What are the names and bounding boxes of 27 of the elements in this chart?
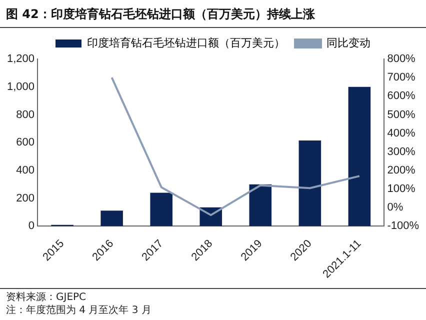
chart-title: 图 42：印度培育钻石毛坯钻进口额（百万美元）持续上涨 bbox=[0, 0, 426, 28]
y-tick-label: 800 bbox=[16, 108, 35, 121]
bar bbox=[348, 86, 371, 226]
y2-tick-label: 200% bbox=[387, 164, 416, 177]
y2-tick-label: 0% bbox=[387, 202, 404, 214]
y-tick-label: 1,200 bbox=[6, 53, 35, 66]
bar bbox=[298, 140, 322, 226]
y2-tick-label: 600% bbox=[387, 90, 416, 102]
y-tick-label: 400 bbox=[16, 164, 35, 177]
y-tick-label: 600 bbox=[16, 136, 35, 149]
y2-tick-label: 700% bbox=[387, 72, 416, 84]
legend-label: 同比变动 bbox=[326, 36, 370, 50]
legend-label: 印度培育钻石毛坯钻进口额（百万美元） bbox=[87, 36, 285, 50]
y-tick-label: 1,000 bbox=[6, 80, 35, 93]
bar bbox=[100, 210, 123, 226]
text: 注：年度范围为 4 月至次年 3 月 bbox=[6, 305, 152, 316]
text: 资料来源：GJEPC bbox=[6, 292, 86, 303]
y-tick-label: 0 bbox=[28, 220, 35, 232]
y2-tick-label: 100% bbox=[387, 183, 416, 196]
y2-tick-label: 300% bbox=[387, 146, 416, 158]
y-tick-label: 200 bbox=[16, 192, 35, 204]
y2-tick-label: 800% bbox=[387, 53, 416, 66]
bar bbox=[249, 184, 272, 226]
y2-tick-label: -100% bbox=[387, 220, 420, 232]
y2-tick-label: 500% bbox=[387, 108, 416, 121]
bar bbox=[150, 192, 172, 226]
y2-tick-label: 400% bbox=[387, 127, 416, 140]
